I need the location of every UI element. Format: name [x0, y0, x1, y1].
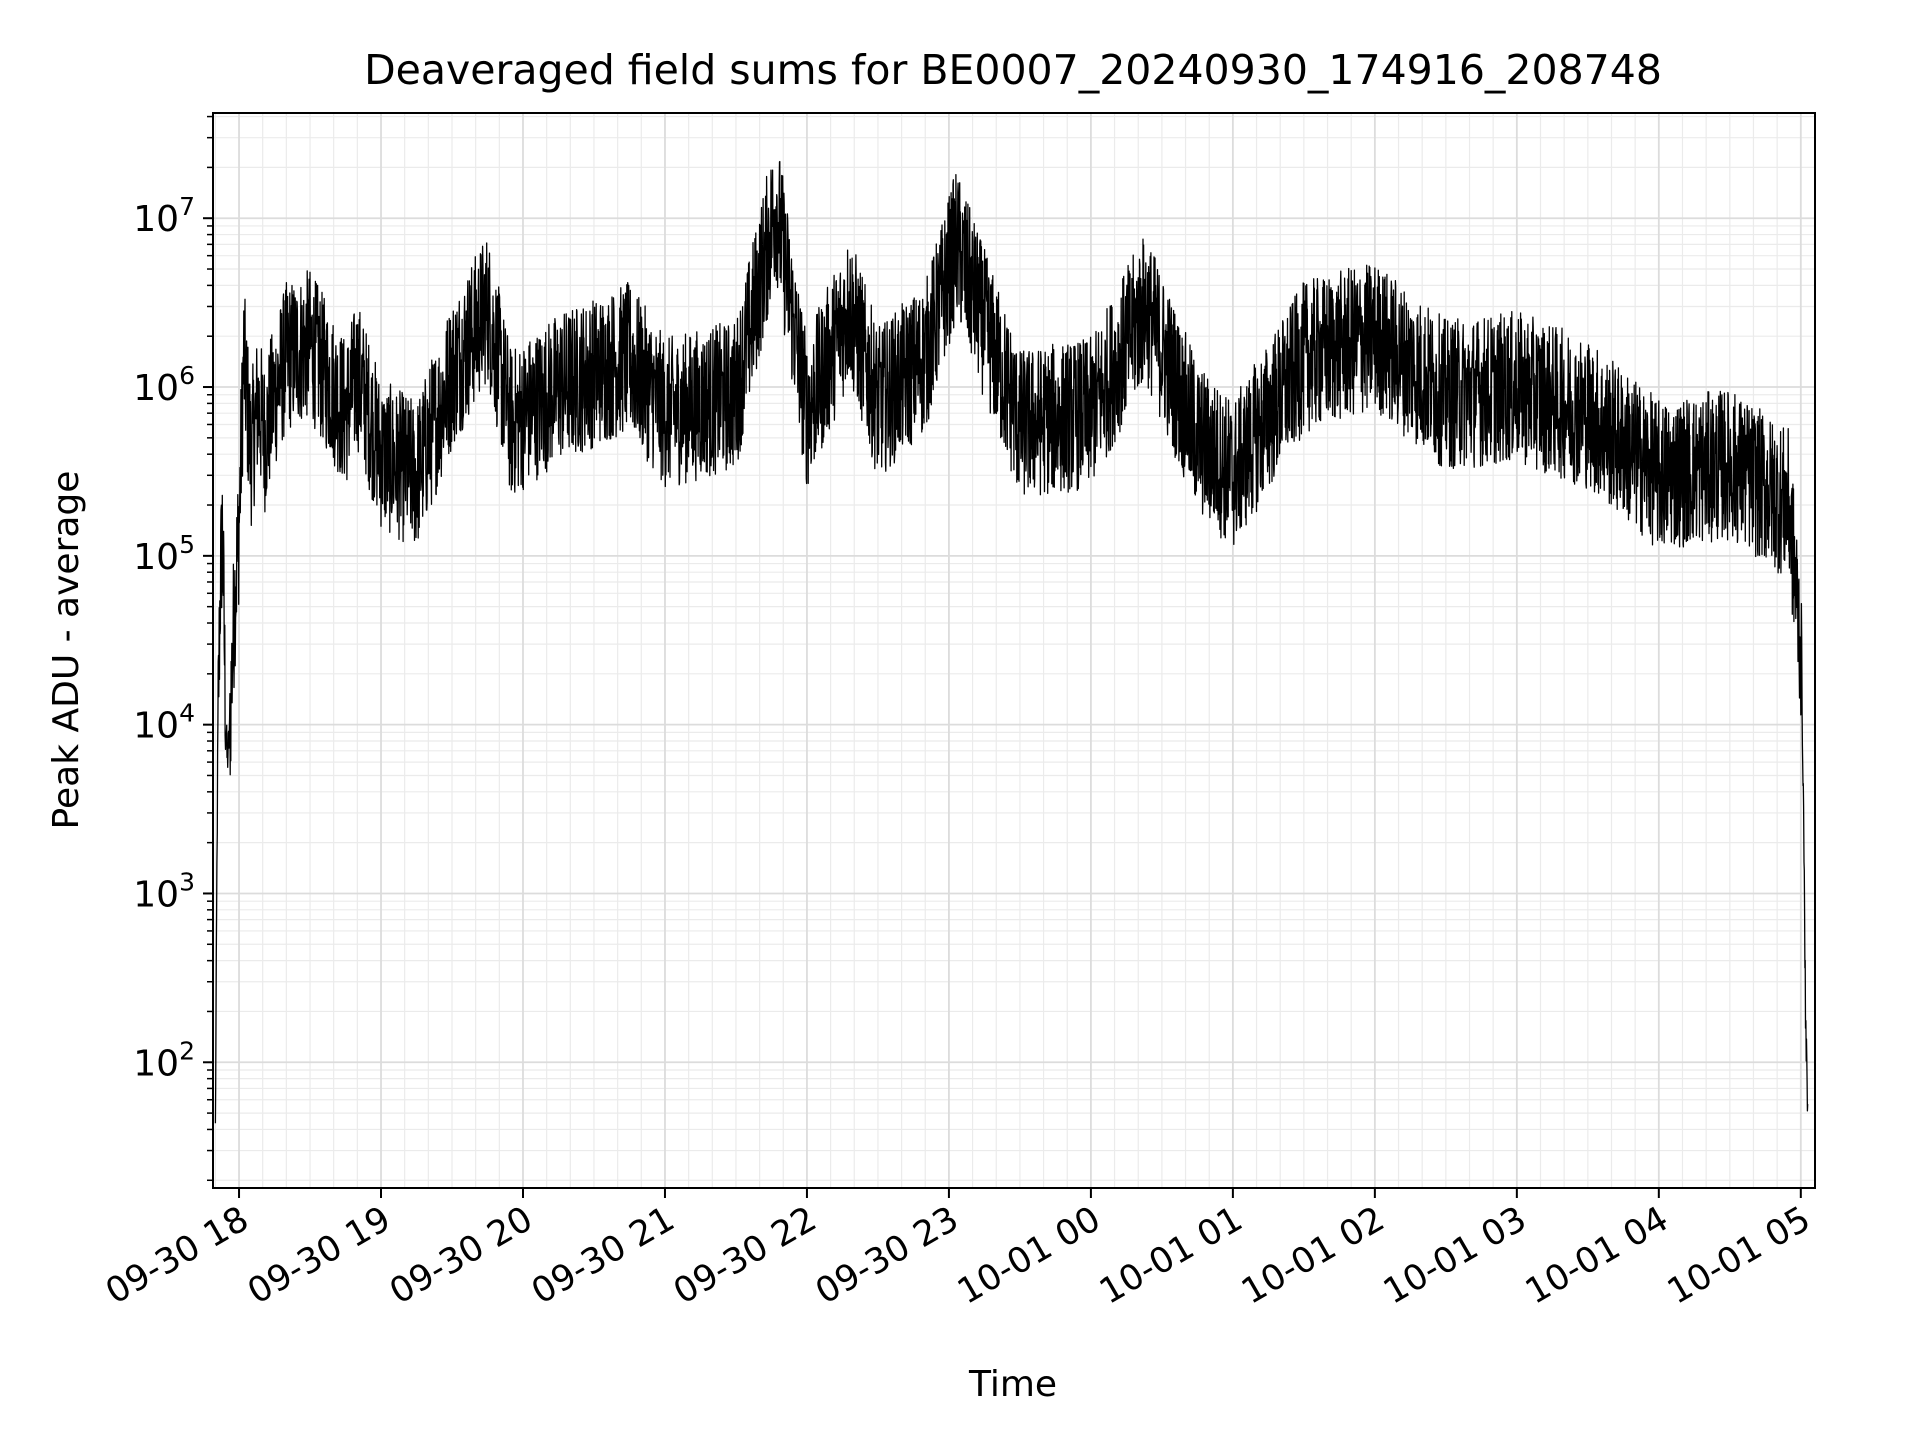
- y-tick-label: 107: [133, 192, 195, 240]
- y-tick-label-base: 10: [133, 368, 179, 409]
- y-tick-label: 103: [133, 867, 195, 915]
- y-tick-label-exponent: 3: [179, 867, 195, 896]
- y-tick-label-exponent: 4: [179, 699, 195, 728]
- y-tick-label: 105: [133, 530, 195, 578]
- y-tick-label-exponent: 6: [179, 361, 195, 390]
- major-grid: [213, 113, 1815, 1188]
- series-layer: [214, 160, 1809, 1124]
- y-tick-label-base: 10: [133, 874, 179, 915]
- x-axis-label: Time: [968, 1364, 1057, 1405]
- plot-frame: [212, 112, 1816, 1189]
- y-tick-label-exponent: 5: [179, 530, 195, 559]
- series-line: [214, 160, 1809, 1124]
- y-tick-label-base: 10: [133, 199, 179, 240]
- y-tick-label: 102: [133, 1036, 195, 1084]
- y-tick-label-base: 10: [133, 1043, 179, 1084]
- y-tick-label-base: 10: [133, 706, 179, 747]
- y-tick-label: 104: [133, 699, 195, 747]
- chart-title: Deaveraged field sums for BE0007_2024093…: [364, 46, 1662, 94]
- y-tick-label-exponent: 2: [179, 1036, 195, 1065]
- y-tick-label-exponent: 7: [179, 192, 195, 221]
- y-axis-label: Peak ADU - average: [46, 471, 87, 830]
- y-tick-label-base: 10: [133, 537, 179, 578]
- y-tick-label: 106: [133, 361, 195, 409]
